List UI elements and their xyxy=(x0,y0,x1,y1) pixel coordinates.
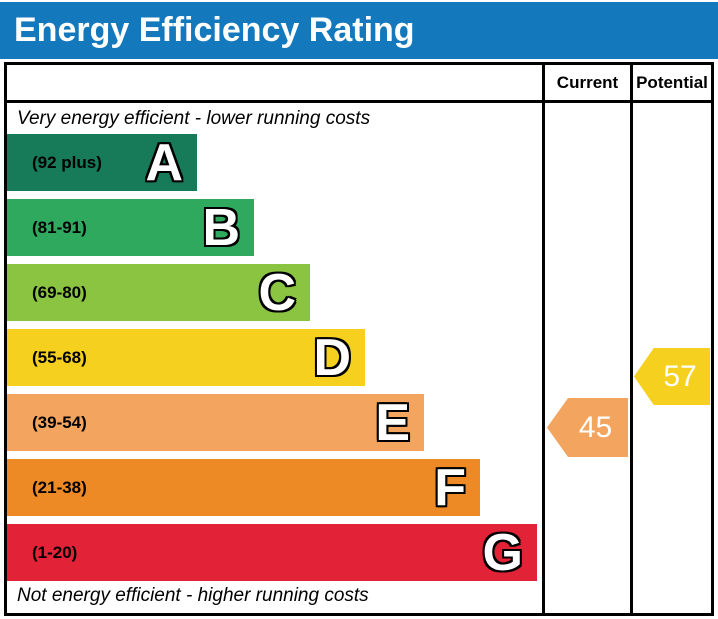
band-range-label: (39-54) xyxy=(32,412,87,432)
band-range-label: (69-80) xyxy=(32,282,87,302)
table-body-row: Very energy efficient - lower running co… xyxy=(7,103,711,613)
table-header-row: Current Potential xyxy=(7,65,711,103)
band-row-e: (39-54) E xyxy=(7,394,424,451)
potential-arrow: 57 xyxy=(634,348,710,405)
band-row-b: (81-91) B xyxy=(7,199,254,256)
band-range-label: (92 plus) xyxy=(32,152,102,172)
potential-column-label: Potential xyxy=(636,72,708,92)
band-letter: E xyxy=(375,393,410,452)
band-letter: A xyxy=(145,133,183,192)
current-value: 45 xyxy=(578,410,613,444)
rating-table: Current Potential Very energy efficient … xyxy=(4,62,714,616)
potential-column: 57 xyxy=(630,103,711,613)
current-column: 45 xyxy=(542,103,630,613)
header-current-cell: Current xyxy=(542,65,630,100)
potential-value: 57 xyxy=(663,359,697,393)
band-row-d: (55-68) D xyxy=(7,329,365,386)
band-range-label: (1-20) xyxy=(32,542,78,562)
band-letter: D xyxy=(313,328,351,387)
band-range-label: (21-38) xyxy=(32,477,87,497)
band-range-label: (81-91) xyxy=(32,217,87,237)
title-bar: Energy Efficiency Rating xyxy=(0,2,718,59)
bottom-caption: Not energy efficient - higher running co… xyxy=(17,585,369,606)
band-row-a: (92 plus) A xyxy=(7,134,197,191)
band-row-f: (21-38) F xyxy=(7,459,480,516)
band-range-label: (55-68) xyxy=(32,347,87,367)
band-letter: C xyxy=(258,263,296,322)
top-caption: Very energy efficient - lower running co… xyxy=(17,107,371,129)
bands-column: Very energy efficient - lower running co… xyxy=(7,103,542,613)
band-list: (92 plus) A (81-91) B (69-80) C (55-68) … xyxy=(7,134,542,589)
band-row-c: (69-80) C xyxy=(7,264,310,321)
band-letter: F xyxy=(434,458,466,517)
band-letter: B xyxy=(202,198,240,257)
header-potential-cell: Potential xyxy=(630,65,711,100)
current-arrow: 45 xyxy=(547,398,628,457)
page-title: Energy Efficiency Rating xyxy=(14,11,415,49)
current-column-label: Current xyxy=(556,72,619,92)
band-letter: G xyxy=(482,523,523,582)
band-row-g: (1-20) G xyxy=(7,524,537,581)
header-spacer-cell xyxy=(7,65,542,100)
